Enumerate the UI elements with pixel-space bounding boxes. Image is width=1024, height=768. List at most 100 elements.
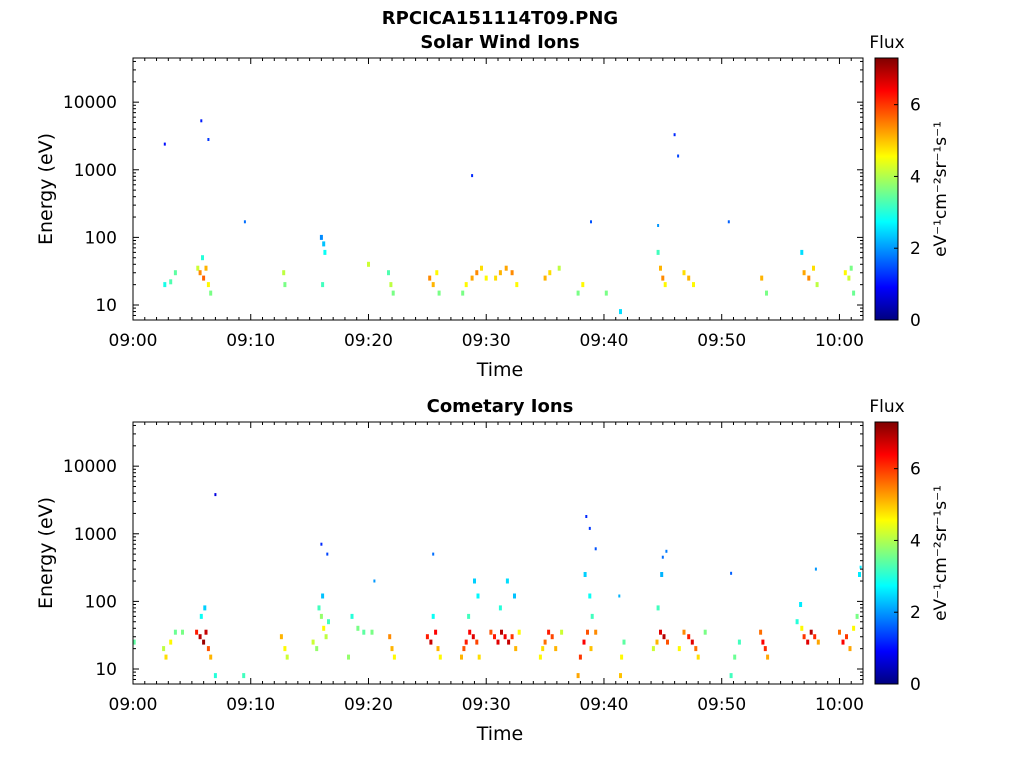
x-tick-label: 09:50 <box>697 331 746 351</box>
x-ticks: 09:00 09:10 09:20 09:30 09:40 09:50 10:00 <box>109 58 864 351</box>
x-ticks: 09:00 09:10 09:20 09:30 09:40 09:50 10:00 <box>109 422 864 715</box>
flux-cell <box>660 572 664 577</box>
flux-cell <box>813 634 817 640</box>
colorbar-tick-label: 6 <box>910 460 921 480</box>
flux-cell <box>651 646 655 652</box>
flux-point <box>665 549 668 553</box>
flux-cell <box>322 241 326 247</box>
flux-cell <box>550 634 554 640</box>
flux-point <box>243 220 246 224</box>
flux-cell <box>576 673 580 679</box>
flux-cell <box>498 605 502 611</box>
flux-cell <box>500 629 503 635</box>
flux-cell <box>513 593 516 599</box>
flux-cell <box>471 634 475 640</box>
flux-cell <box>807 275 811 281</box>
flux-cell <box>356 625 360 631</box>
colorbar-label: Flux <box>869 397 904 417</box>
flux-cell <box>677 646 681 652</box>
flux-cell <box>204 265 208 271</box>
flux-cell <box>510 634 514 640</box>
flux-cell <box>659 265 662 271</box>
flux-cell <box>464 639 468 645</box>
flux-cell <box>845 634 848 640</box>
flux-cell <box>554 646 558 652</box>
flux-cell <box>766 654 770 660</box>
flux-cell <box>438 654 442 660</box>
y-tick-label: 10000 <box>63 457 117 477</box>
flux-cell <box>279 634 283 640</box>
flux-cell <box>428 275 432 281</box>
flux-cell <box>729 673 733 679</box>
flux-cell <box>582 639 586 645</box>
flux-cell <box>666 639 669 645</box>
flux-cell <box>431 613 435 619</box>
flux-cell <box>496 639 500 645</box>
flux-point <box>594 547 597 551</box>
flux-cell <box>619 309 622 315</box>
flux-cell <box>590 613 594 619</box>
flux-cell <box>663 282 667 288</box>
flux-cell <box>733 654 737 660</box>
flux-cell <box>324 634 328 640</box>
flux-cell <box>682 629 686 635</box>
flux-cell <box>816 639 820 645</box>
flux-cell <box>321 282 325 288</box>
flux-point <box>588 526 591 530</box>
flux-cell <box>848 646 852 652</box>
flux-cell <box>434 629 438 635</box>
flux-cell <box>391 290 395 296</box>
flux-point <box>661 555 664 559</box>
flux-cell <box>812 265 815 271</box>
flux-cell <box>285 654 289 660</box>
flux-cell <box>475 639 479 645</box>
flux-cell <box>202 275 206 281</box>
flux-cell <box>690 639 694 645</box>
flux-cell <box>703 629 707 635</box>
flux-cell <box>806 639 810 645</box>
flux-cell <box>201 255 204 261</box>
flux-cell <box>507 639 511 645</box>
flux-cell <box>656 249 660 255</box>
flux-cell <box>557 265 561 271</box>
flux-cell <box>387 270 390 276</box>
x-tick-label: 09:30 <box>462 695 511 715</box>
flux-cell <box>319 234 323 240</box>
y-ticks: 10 100 1000 10000 <box>63 60 863 316</box>
x-tick-label: 09:40 <box>579 331 628 351</box>
flux-point <box>859 565 862 569</box>
plot-frame <box>132 57 864 321</box>
colorbar-tick-label: 0 <box>910 311 921 331</box>
flux-cell <box>350 613 354 619</box>
flux-cell <box>282 270 286 276</box>
flux-cell <box>162 646 166 652</box>
flux-cell <box>809 629 813 635</box>
flux-cell <box>800 249 804 255</box>
flux-point <box>730 571 733 575</box>
flux-cell <box>388 634 392 640</box>
panel-title: Solar Wind Ions <box>420 32 579 53</box>
flux-cell <box>687 634 691 640</box>
flux-cell <box>661 275 665 281</box>
panel-cometary: Cometary Ions 09:00 09:10 09:20 09:30 09:40 0… <box>35 396 951 745</box>
y-tick-label: 100 <box>85 592 117 612</box>
flux-cell <box>319 613 323 619</box>
flux-cell <box>765 290 768 296</box>
flux-cell <box>484 275 488 281</box>
flux-cell <box>460 654 463 660</box>
flux-cell <box>169 639 173 645</box>
flux-cell <box>367 261 370 267</box>
y-axis-label: Energy (eV) <box>35 497 57 609</box>
flux-cell <box>322 625 326 631</box>
colorbar-tick-label: 2 <box>910 239 921 259</box>
flux-cell <box>849 265 853 271</box>
flux-cell <box>800 625 804 631</box>
y-tick-label: 1000 <box>74 525 117 545</box>
y-tick-label: 1000 <box>74 161 117 181</box>
y-tick-label: 10000 <box>63 93 117 113</box>
colorbar-tick-label: 6 <box>910 96 921 116</box>
flux-cell <box>181 629 184 635</box>
flux-cell <box>392 654 396 660</box>
flux-cell <box>515 282 519 288</box>
